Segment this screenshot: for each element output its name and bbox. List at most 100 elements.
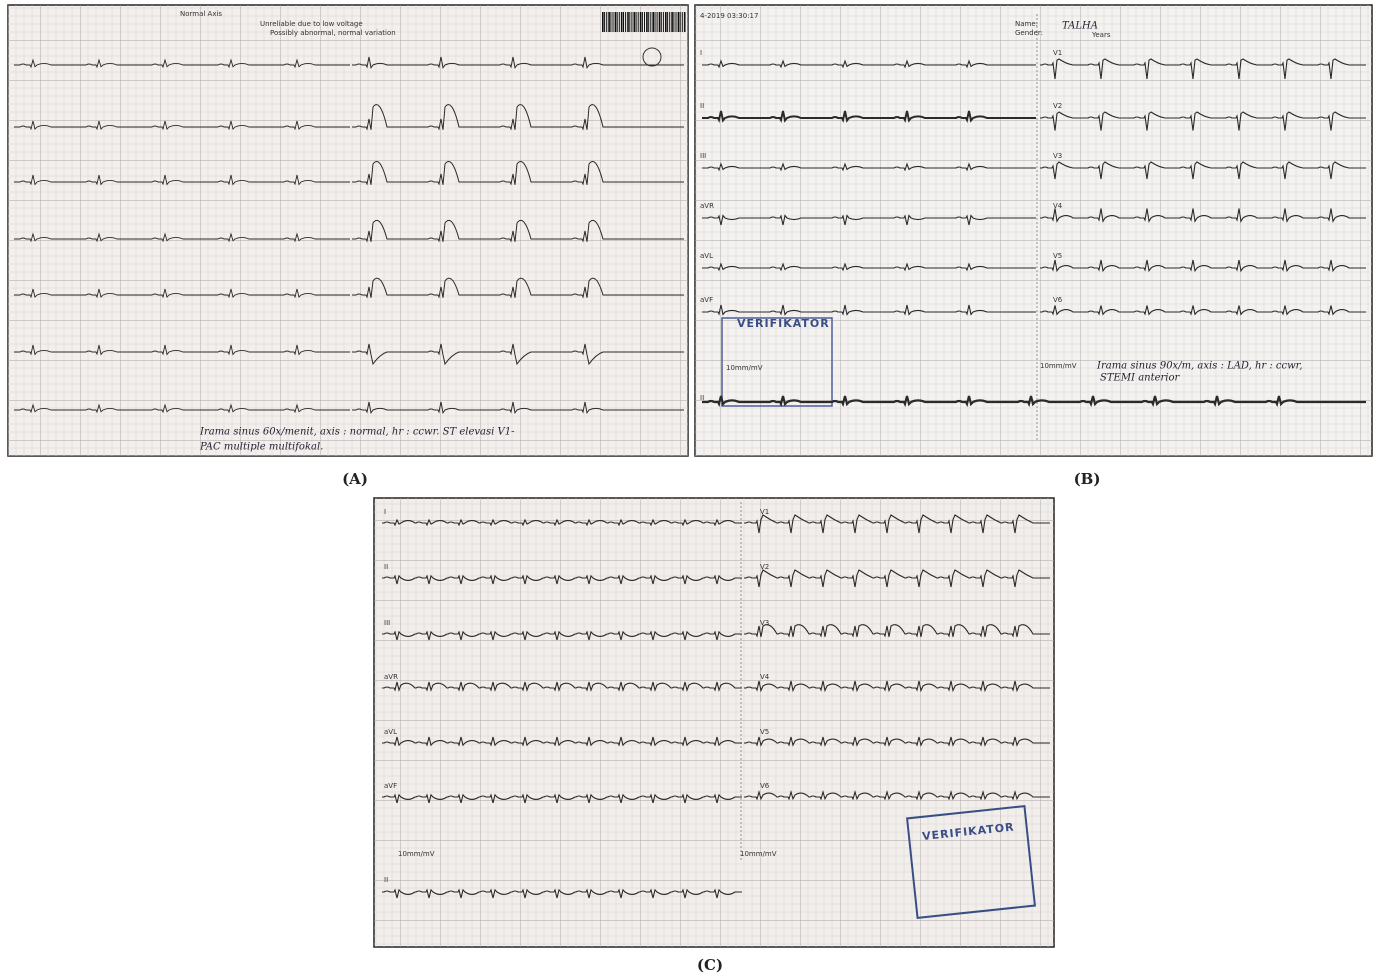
lead-label: III xyxy=(384,619,390,627)
barcode-bar xyxy=(604,12,606,32)
barcode-bar xyxy=(627,12,629,32)
barcode-bar xyxy=(614,12,617,32)
lead-label: aVL xyxy=(384,728,397,736)
header-text: 4-2019 03:30:17 xyxy=(700,12,758,20)
lead-label: aVF xyxy=(700,296,713,304)
lead-label: II xyxy=(384,563,388,571)
ecg-trace xyxy=(1040,208,1366,223)
barcode-bar xyxy=(677,12,680,32)
ecg-trace xyxy=(702,262,1036,272)
barcode-bar xyxy=(616,12,618,32)
barcode-bar xyxy=(662,12,664,32)
lead-label: aVF xyxy=(384,782,397,790)
barcode-bar xyxy=(683,12,686,32)
header-text: TALHA xyxy=(1062,21,1098,32)
ecg-trace xyxy=(1040,111,1366,131)
panel-c xyxy=(373,497,1055,948)
lead-label: V6 xyxy=(760,782,770,790)
barcode-bar xyxy=(652,12,654,32)
ecg-trace xyxy=(14,288,350,299)
barcode-bar xyxy=(646,12,648,32)
barcode-bar xyxy=(608,12,610,32)
ecg-trace xyxy=(352,104,684,131)
barcode-bar xyxy=(650,12,652,32)
barcode-bar xyxy=(610,12,612,32)
barcode-bar xyxy=(602,12,604,32)
barcode-bar xyxy=(637,12,639,32)
lead-label: V4 xyxy=(1053,202,1063,210)
ecg-trace xyxy=(352,56,684,70)
barcode-bar xyxy=(681,12,683,32)
ecg-trace xyxy=(382,793,742,804)
lead-label: V3 xyxy=(760,619,769,627)
ecg-trace xyxy=(352,219,684,243)
ecg-trace xyxy=(744,514,1050,534)
ecg-trace xyxy=(382,888,742,899)
ecg-trace xyxy=(382,574,742,585)
ecg-trace xyxy=(14,120,350,131)
lead-label: I xyxy=(384,508,386,516)
lead-label: V6 xyxy=(1053,296,1063,304)
barcode-bar xyxy=(665,12,667,32)
calibration: 10mm/mV xyxy=(1040,362,1077,370)
lead-label: aVR xyxy=(384,673,398,681)
ecg-trace xyxy=(744,624,1050,638)
ecg-trace xyxy=(1040,161,1366,180)
ecg-trace xyxy=(702,214,1036,226)
lead-label: aVL xyxy=(700,252,713,260)
ecg-trace xyxy=(14,58,350,69)
ecg-trace xyxy=(1040,259,1366,273)
panel-label: (A) xyxy=(342,470,368,488)
barcode-bar xyxy=(639,12,642,32)
barcode-bar xyxy=(635,12,637,32)
barcode-bar xyxy=(631,12,633,32)
ecg-trace xyxy=(382,736,742,747)
ecg-trace xyxy=(352,161,684,186)
ecg-trace xyxy=(702,162,1036,172)
lead-label: V4 xyxy=(760,673,770,681)
barcode-bar xyxy=(658,12,661,32)
lead-label: V5 xyxy=(760,728,769,736)
barcode-bar xyxy=(606,12,608,32)
lead-label: V3 xyxy=(1053,152,1062,160)
ecg-trace xyxy=(744,790,1050,801)
lead-label: II xyxy=(700,102,704,110)
header-text: Years xyxy=(1091,31,1111,39)
header-text: Normal Axis xyxy=(180,10,222,18)
lead-label: II xyxy=(700,394,704,402)
ecg-trace xyxy=(352,401,684,415)
ecg-trace xyxy=(352,343,684,366)
ecg-trace xyxy=(352,277,684,299)
ecg-trace xyxy=(382,681,742,692)
barcode-bar xyxy=(623,12,624,32)
lead-label: V2 xyxy=(1053,102,1062,110)
ecg-trace xyxy=(1040,58,1366,80)
ecg-trace xyxy=(14,174,350,186)
lead-label: V2 xyxy=(760,563,769,571)
handwritten-note: PAC multiple multifokal. xyxy=(199,442,323,453)
barcode-bar xyxy=(620,12,623,32)
header-text: Unreliable due to low voltage xyxy=(260,20,363,28)
barcode-bar xyxy=(612,12,614,32)
panel-label: (B) xyxy=(1074,470,1101,488)
barcode-bar xyxy=(648,12,650,32)
calibration: 10mm/mV xyxy=(398,850,435,858)
lead-label: V1 xyxy=(760,508,769,516)
ecg-trace xyxy=(382,518,742,527)
ecg-trace xyxy=(744,680,1050,693)
ecg-trace xyxy=(382,630,742,641)
header-text: Gender: xyxy=(1015,29,1043,37)
ecg-trace xyxy=(744,736,1050,747)
barcode-bar xyxy=(641,12,643,32)
barcode-bar xyxy=(625,12,627,32)
lead-label: II xyxy=(384,876,388,884)
barcode-bar xyxy=(644,12,645,32)
handwritten-note: Irama sinus 60x/menit, axis : normal, hr… xyxy=(199,427,515,438)
barcode-bar xyxy=(654,12,656,32)
header-text: Possibly abnormal, normal variation xyxy=(270,29,396,37)
barcode-bar xyxy=(671,12,673,32)
ecg-trace xyxy=(14,403,350,414)
calibration: 10mm/mV xyxy=(740,850,777,858)
barcode-bar xyxy=(675,12,677,32)
